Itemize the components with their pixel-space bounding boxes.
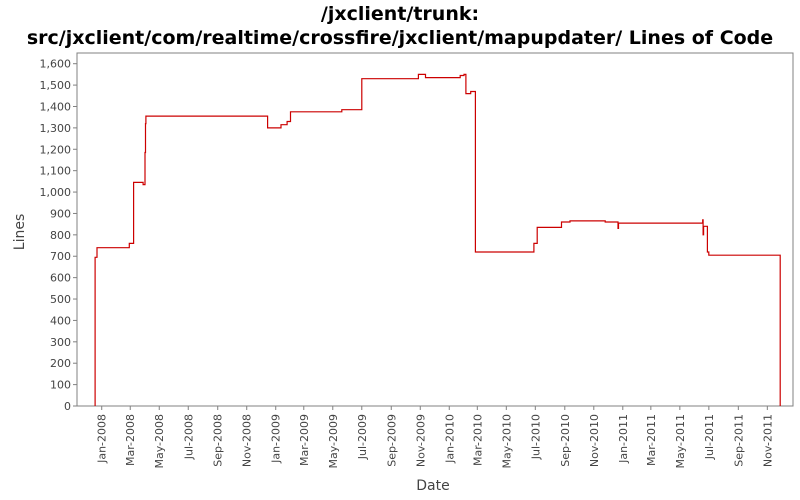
x-axis-title: Date	[416, 478, 449, 494]
y-tick-label: 500	[50, 293, 71, 306]
plot-area	[76, 52, 794, 407]
y-tick-label: 900	[50, 207, 71, 220]
y-tick-label: 100	[50, 379, 71, 392]
y-tick-label: 1,500	[40, 79, 72, 92]
x-tick-label: May-2008	[153, 414, 166, 469]
y-tick-label: 400	[50, 314, 71, 327]
y-tick-label: 1,000	[40, 186, 72, 199]
x-tick-label: Sep-2008	[212, 414, 225, 467]
x-tick-label: Sep-2010	[559, 414, 572, 467]
chart-title-line-2: src/jxclient/com/realtime/crossfire/jxcl…	[26, 27, 774, 49]
y-tick-label: 1,200	[40, 143, 72, 156]
x-tick-label: Nov-2008	[241, 414, 254, 467]
x-tick-label: Mar-2009	[298, 414, 311, 466]
x-tick-label: May-2011	[674, 414, 687, 469]
x-tick-label: Jan-2011	[617, 414, 630, 464]
x-tick-label: Jan-2009	[270, 414, 283, 464]
y-tick-label: 600	[50, 272, 71, 285]
x-tick-label: Jul-2008	[182, 414, 195, 460]
x-tick-label: Jul-2011	[703, 414, 716, 460]
x-tick-label: May-2010	[500, 414, 513, 469]
y-tick-label: 1,400	[40, 100, 72, 113]
chart-title: /jxclient/trunk: src/jxclient/com/realti…	[0, 2, 800, 50]
x-tick-label: Mar-2008	[124, 414, 137, 466]
x-tick-label: Sep-2009	[385, 414, 398, 467]
y-tick-label: 1,600	[40, 58, 72, 71]
y-tick-label: 800	[50, 229, 71, 242]
y-tick-label: 0	[64, 400, 71, 413]
y-tick-label: 1,100	[40, 165, 72, 178]
y-tick-label: 1,300	[40, 122, 72, 135]
chart-title-line-1: /jxclient/trunk:	[320, 3, 480, 25]
x-tick-label: Jan-2010	[443, 414, 456, 464]
x-tick-label: Nov-2010	[588, 414, 601, 467]
x-tick-label: Jan-2008	[96, 414, 109, 464]
y-tick-label: 300	[50, 336, 71, 349]
x-axis: Jan-2008 Mar-2008 May-2008 Jul-2008 Sep-2008…	[96, 406, 774, 469]
x-tick-label: Sep-2011	[732, 414, 745, 467]
series-layer	[94, 73, 781, 406]
x-tick-label: Nov-2011	[761, 414, 774, 467]
x-tick-label: Mar-2011	[645, 414, 658, 466]
y-axis: 0 100 200 300 400 500 600 700 800 900 1,000 1,100 1,…	[40, 58, 77, 413]
y-axis-title: Lines	[12, 214, 28, 250]
y-tick-label: 200	[50, 357, 71, 370]
series-line	[94, 73, 781, 406]
y-tick-label: 700	[50, 250, 71, 263]
x-tick-label: May-2009	[327, 414, 340, 469]
x-tick-label: Jul-2009	[356, 414, 369, 460]
x-tick-label: Mar-2010	[471, 414, 484, 466]
x-tick-label: Nov-2009	[414, 414, 427, 467]
x-tick-label: Jul-2010	[529, 414, 542, 460]
